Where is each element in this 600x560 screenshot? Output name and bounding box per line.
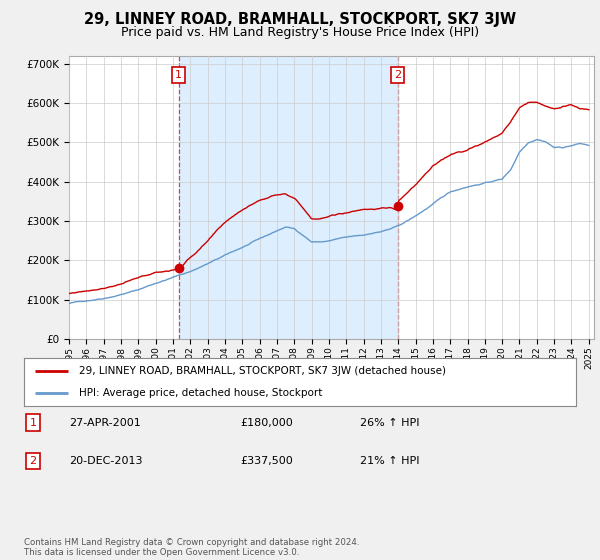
- Text: 29, LINNEY ROAD, BRAMHALL, STOCKPORT, SK7 3JW (detached house): 29, LINNEY ROAD, BRAMHALL, STOCKPORT, SK…: [79, 366, 446, 376]
- Text: 2: 2: [394, 70, 401, 80]
- Text: 29, LINNEY ROAD, BRAMHALL, STOCKPORT, SK7 3JW: 29, LINNEY ROAD, BRAMHALL, STOCKPORT, SK…: [84, 12, 516, 27]
- Bar: [179, 56, 398, 339]
- Text: 21% ↑ HPI: 21% ↑ HPI: [360, 456, 419, 466]
- Text: 26% ↑ HPI: 26% ↑ HPI: [360, 418, 419, 428]
- Text: 1: 1: [175, 70, 182, 80]
- Text: Contains HM Land Registry data © Crown copyright and database right 2024.
This d: Contains HM Land Registry data © Crown c…: [24, 538, 359, 557]
- Text: £337,500: £337,500: [240, 456, 293, 466]
- Text: Price paid vs. HM Land Registry's House Price Index (HPI): Price paid vs. HM Land Registry's House …: [121, 26, 479, 39]
- Text: 1: 1: [29, 418, 37, 428]
- Text: 2: 2: [29, 456, 37, 466]
- Text: HPI: Average price, detached house, Stockport: HPI: Average price, detached house, Stoc…: [79, 388, 323, 398]
- Text: 20-DEC-2013: 20-DEC-2013: [69, 456, 143, 466]
- Text: £180,000: £180,000: [240, 418, 293, 428]
- Text: 27-APR-2001: 27-APR-2001: [69, 418, 141, 428]
